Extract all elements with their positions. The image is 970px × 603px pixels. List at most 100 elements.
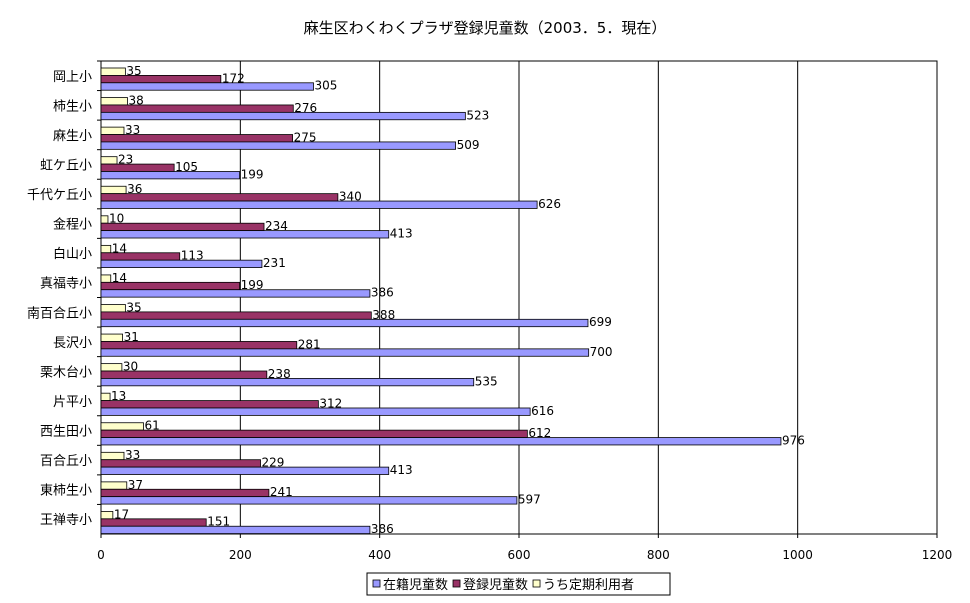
category-label: 百合丘小 bbox=[40, 454, 92, 469]
data-label: 241 bbox=[270, 485, 293, 499]
data-label: 199 bbox=[241, 278, 264, 292]
data-label: 35 bbox=[126, 64, 141, 78]
bar bbox=[100, 333, 123, 342]
bar bbox=[100, 363, 123, 372]
bar bbox=[100, 274, 112, 283]
bar bbox=[100, 422, 144, 431]
category-label: 東柿生小 bbox=[40, 483, 92, 499]
bar bbox=[100, 75, 222, 84]
bar bbox=[100, 378, 475, 387]
data-label: 30 bbox=[123, 360, 138, 374]
data-label: 14 bbox=[112, 241, 127, 255]
x-tick-label: 600 bbox=[508, 548, 531, 562]
data-label: 523 bbox=[466, 108, 489, 122]
category-label: 西生田小 bbox=[40, 425, 92, 440]
data-label: 38 bbox=[128, 93, 143, 107]
category-label: 千代ケ丘小 bbox=[27, 188, 92, 203]
category-label: 虹ケ丘小 bbox=[40, 158, 92, 173]
data-label: 36 bbox=[127, 182, 142, 196]
data-label: 281 bbox=[298, 337, 321, 351]
bar bbox=[100, 97, 128, 106]
data-label: 23 bbox=[118, 153, 133, 167]
bar bbox=[100, 488, 270, 498]
data-label: 700 bbox=[590, 345, 613, 359]
data-label: 340 bbox=[339, 190, 362, 204]
data-label: 413 bbox=[390, 227, 413, 241]
bar bbox=[100, 429, 528, 438]
bar bbox=[100, 82, 314, 91]
legend-label: 登録児童数 bbox=[463, 577, 528, 593]
category-label: 岡上小 bbox=[53, 70, 92, 85]
x-tick-label: 1200 bbox=[922, 548, 953, 562]
data-label: 305 bbox=[314, 79, 337, 93]
bar bbox=[100, 400, 319, 409]
bar bbox=[100, 185, 127, 195]
bar bbox=[100, 304, 126, 313]
data-label: 413 bbox=[390, 463, 413, 477]
bar bbox=[100, 215, 109, 224]
x-tick-label: 0 bbox=[97, 548, 105, 562]
bar bbox=[100, 200, 538, 209]
bar bbox=[100, 67, 126, 76]
bar bbox=[100, 126, 125, 135]
legend-swatch bbox=[452, 579, 461, 588]
category-label: 柿生小 bbox=[53, 98, 92, 114]
data-label: 535 bbox=[475, 374, 498, 388]
data-label: 14 bbox=[112, 271, 127, 285]
data-label: 17 bbox=[114, 507, 129, 521]
legend-label: 在籍児童数 bbox=[383, 577, 448, 593]
data-label: 229 bbox=[262, 456, 285, 470]
data-label: 31 bbox=[124, 330, 139, 344]
bar bbox=[100, 407, 531, 416]
category-label: 片平小 bbox=[53, 395, 92, 410]
bar bbox=[100, 318, 589, 328]
x-tick-label: 800 bbox=[647, 548, 670, 562]
bar bbox=[100, 171, 241, 180]
data-label: 33 bbox=[125, 123, 140, 137]
bar bbox=[100, 437, 782, 446]
category-label: 栗木台小 bbox=[40, 365, 92, 380]
category-label: 白山小 bbox=[53, 246, 92, 262]
bar bbox=[100, 451, 125, 461]
bar bbox=[100, 222, 265, 232]
data-label: 612 bbox=[528, 426, 551, 440]
data-label: 37 bbox=[128, 478, 143, 492]
data-label: 276 bbox=[294, 101, 317, 115]
data-label: 275 bbox=[294, 130, 317, 144]
data-label: 626 bbox=[538, 197, 561, 211]
data-label: 616 bbox=[531, 404, 554, 418]
bar bbox=[100, 525, 371, 535]
legend-label: うち定期利用者 bbox=[543, 578, 634, 593]
bar bbox=[100, 511, 114, 520]
bar bbox=[100, 259, 263, 268]
bar bbox=[100, 392, 111, 401]
bar bbox=[100, 496, 518, 505]
bar bbox=[100, 289, 371, 298]
data-label: 113 bbox=[181, 249, 204, 263]
data-label: 61 bbox=[144, 419, 159, 433]
data-label: 13 bbox=[111, 389, 126, 403]
bar bbox=[100, 348, 590, 357]
bar bbox=[100, 481, 128, 490]
x-tick-label: 200 bbox=[229, 548, 252, 562]
legend: 在籍児童数 登録児童数 うち定期利用者 bbox=[366, 572, 671, 596]
bar bbox=[100, 111, 466, 121]
legend-swatch bbox=[532, 579, 541, 588]
data-label: 238 bbox=[268, 367, 291, 381]
data-label: 699 bbox=[589, 315, 612, 329]
data-label: 312 bbox=[319, 396, 342, 410]
data-label: 199 bbox=[241, 167, 264, 181]
x-tick-label: 1000 bbox=[782, 548, 813, 562]
bar bbox=[100, 163, 175, 172]
bar bbox=[100, 230, 390, 239]
x-tick-label: 400 bbox=[368, 548, 391, 562]
legend-swatch bbox=[372, 579, 381, 588]
data-label: 172 bbox=[222, 71, 245, 85]
data-label: 388 bbox=[372, 308, 395, 322]
bar bbox=[100, 141, 457, 150]
data-label: 386 bbox=[371, 286, 394, 300]
category-label: 長沢小 bbox=[53, 336, 92, 351]
bars bbox=[100, 67, 782, 535]
category-label: 麻生小 bbox=[53, 129, 92, 144]
